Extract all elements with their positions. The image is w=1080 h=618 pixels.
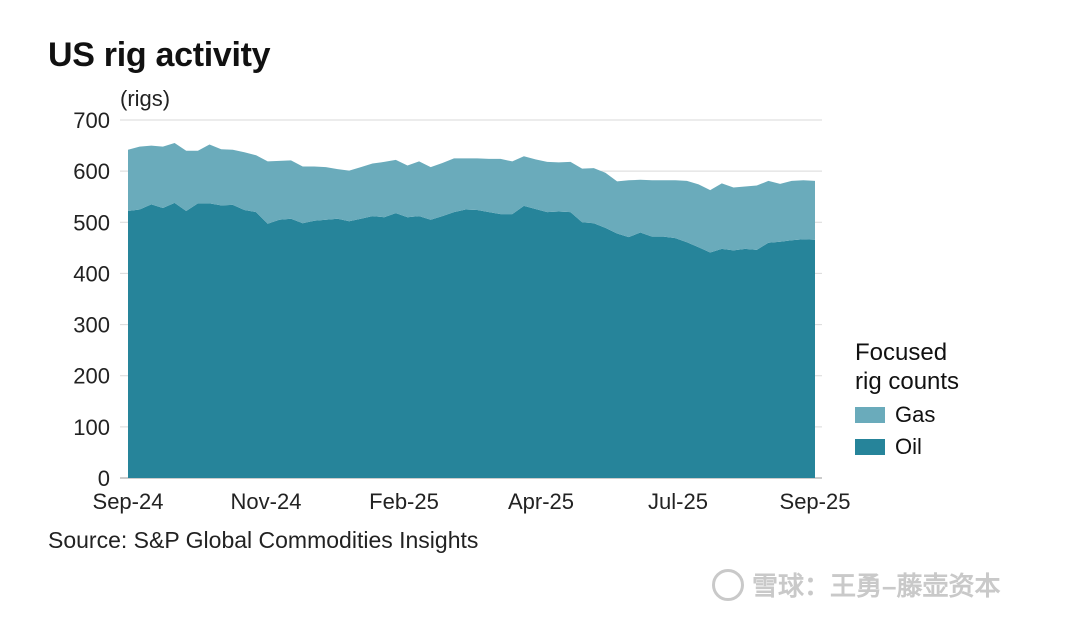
- chart-title: US rig activity: [48, 36, 271, 74]
- legend-title-line2: rig counts: [855, 368, 960, 395]
- legend-swatch-oil: [855, 439, 885, 455]
- y-tick-300: 300: [73, 313, 110, 338]
- legend-item-gas: Gas: [855, 402, 959, 428]
- y-tick-200: 200: [73, 364, 110, 389]
- series-areas: [128, 143, 815, 478]
- x-tick-feb-25: Feb-25: [369, 489, 439, 514]
- y-tick-400: 400: [73, 261, 110, 286]
- legend-swatch-gas: [855, 407, 885, 423]
- y-tick-600: 600: [73, 159, 110, 184]
- snowball-logo-icon: [712, 568, 744, 601]
- legend-label-oil: Oil: [895, 434, 922, 459]
- x-tick-apr-25: Apr-25: [508, 489, 574, 514]
- x-tick-labels: Sep-24 Nov-24 Feb-25 Apr-25 Jul-25 Sep-25: [93, 489, 851, 514]
- legend: Focused rig counts Gas Oil: [855, 338, 959, 460]
- legend-label-gas: Gas: [895, 402, 936, 427]
- y-tick-0: 0: [98, 466, 110, 491]
- area-gas: [128, 143, 815, 253]
- y-tick-500: 500: [73, 210, 110, 235]
- x-tick-sep-25: Sep-25: [780, 489, 851, 514]
- y-tick-labels: 0 100 200 300 400 500 600 700: [73, 108, 110, 491]
- x-tick-nov-24: Nov-24: [231, 489, 302, 514]
- x-tick-sep-24: Sep-24: [93, 489, 164, 514]
- watermark-text: 雪球：王勇–藤壶资本: [752, 571, 1001, 601]
- y-tick-100: 100: [73, 415, 110, 440]
- legend-item-oil: Oil: [855, 434, 959, 460]
- x-tick-jul-25: Jul-25: [648, 489, 708, 514]
- legend-title-line1: Focused: [855, 339, 948, 366]
- source-note: Source: S&P Global Commodities Insights: [48, 527, 479, 553]
- y-tick-700: 700: [73, 108, 110, 133]
- y-axis-unit-label: (rigs): [120, 86, 171, 111]
- watermark: 雪球：王勇–藤壶资本: [712, 566, 1000, 603]
- area-oil: [128, 202, 815, 478]
